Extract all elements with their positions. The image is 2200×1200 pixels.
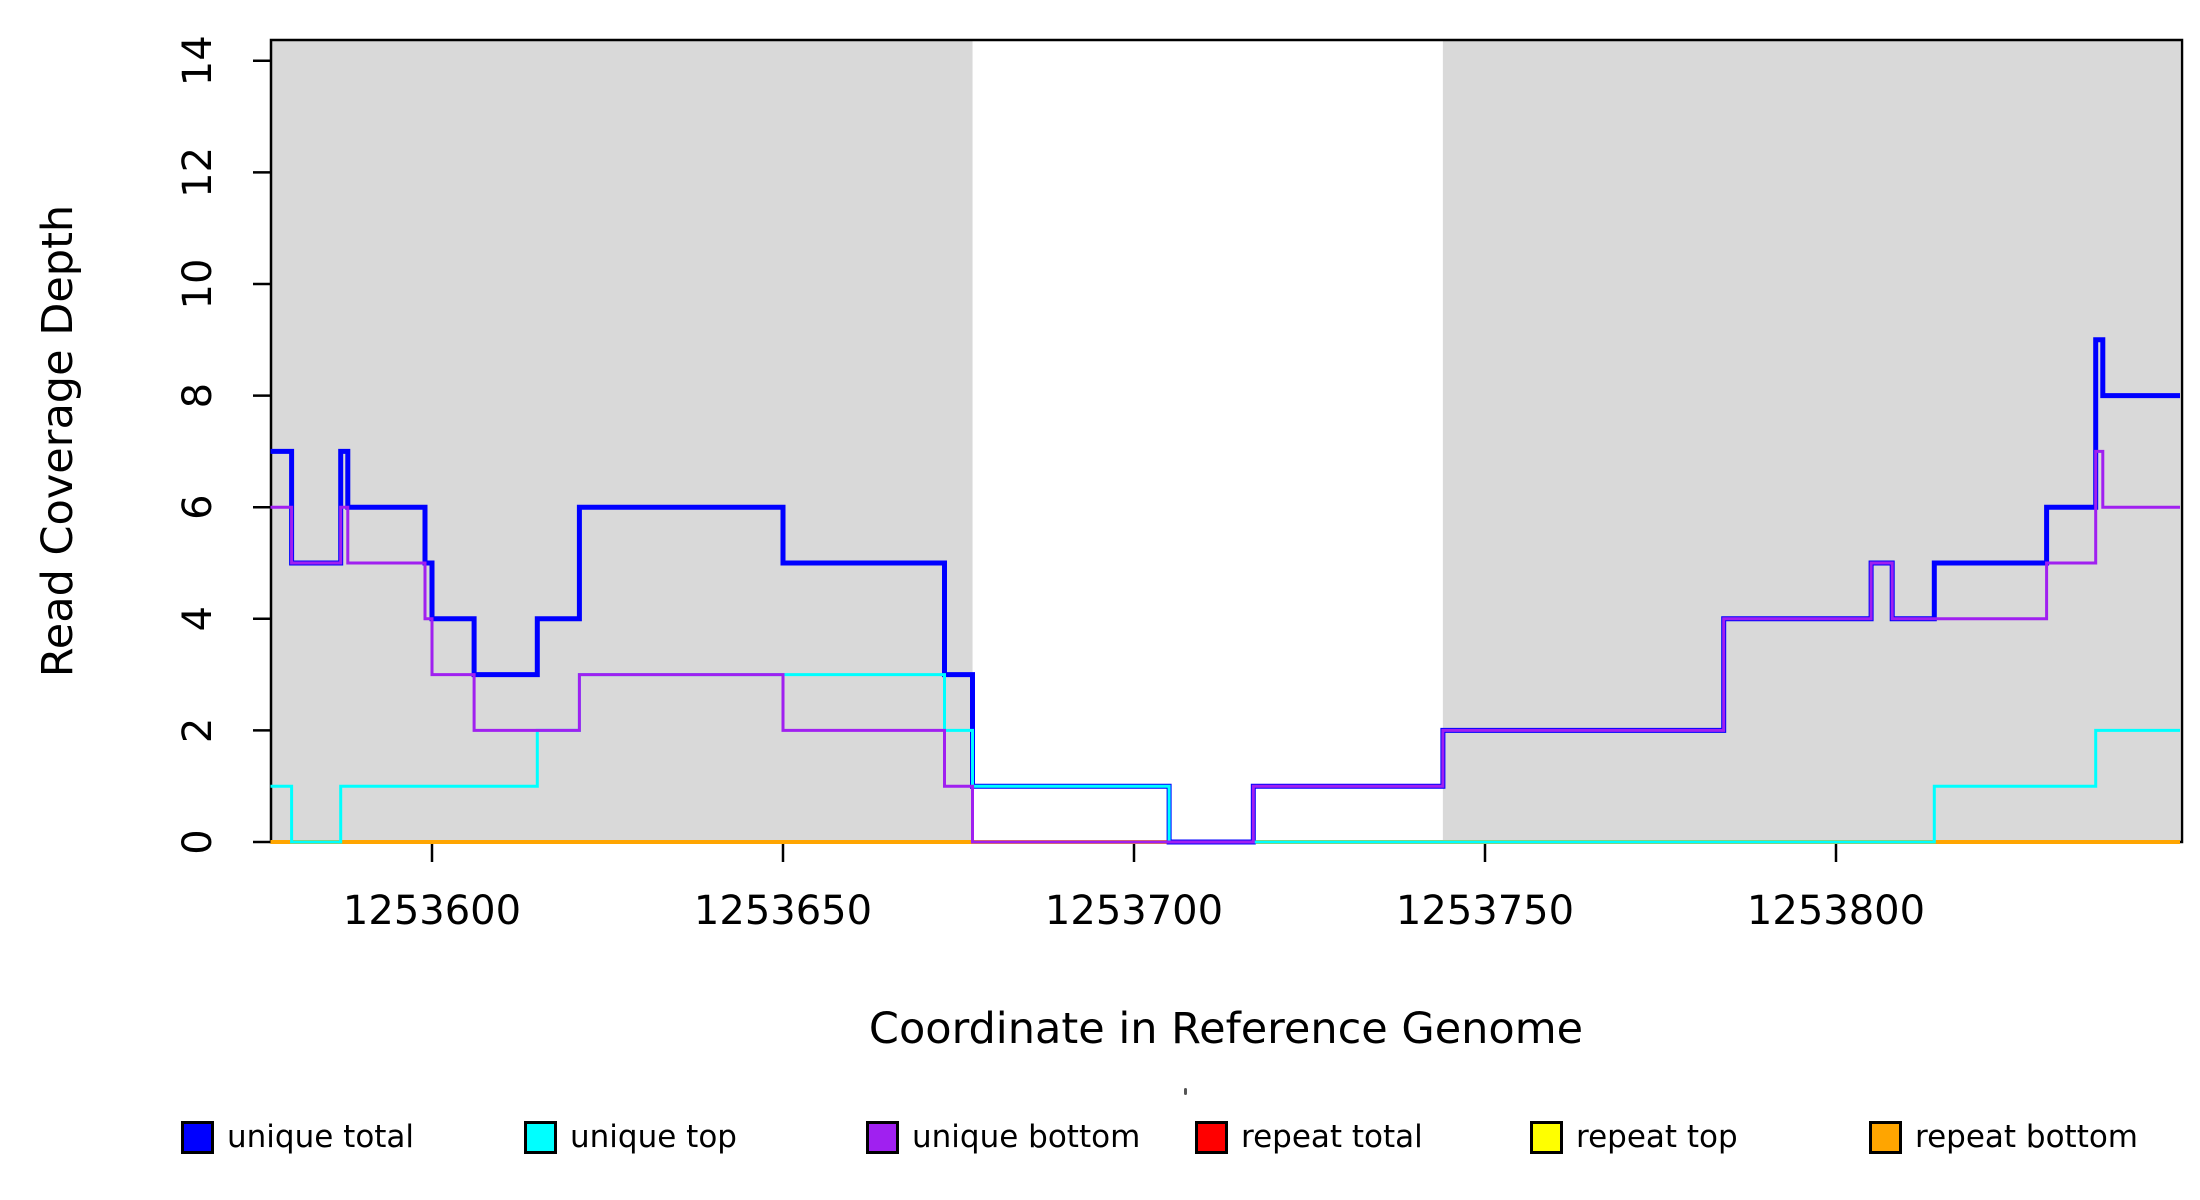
- y-axis-tick-label: 8: [175, 383, 221, 408]
- legend-label: repeat top: [1576, 1119, 1738, 1155]
- axes-layer: 1253600 1253650 1253700 1253750 1253800 0 2 4 6 8…: [175, 35, 2184, 934]
- shaded-regions-layer: [270, 40, 2180, 842]
- y-axis-title: Read Coverage Depth: [33, 205, 83, 677]
- legend-swatch-icon: [1869, 1121, 1902, 1154]
- legend-swatch-icon: [866, 1121, 899, 1154]
- y-axis-tick-label: 0: [175, 829, 221, 854]
- legend-label: unique top: [570, 1119, 737, 1155]
- legend-swatch-icon: [1195, 1121, 1228, 1154]
- legend-swatch-icon: [524, 1121, 557, 1154]
- x-axis-tick-label: 1253700: [1045, 888, 1223, 934]
- x-axis-title: Coordinate in Reference Genome: [869, 1004, 1583, 1054]
- y-axis-tick-label: 4: [175, 606, 221, 631]
- x-axis-tick-label: 1253800: [1747, 888, 1925, 934]
- y-axis-tick-label: 10: [175, 259, 221, 310]
- legend-label: repeat bottom: [1915, 1119, 2139, 1155]
- legend-label: unique bottom: [912, 1119, 1141, 1155]
- series-line-unique-top: [270, 673, 2180, 844]
- legend-label: unique total: [227, 1119, 415, 1155]
- x-axis-tick-label: 1253750: [1396, 888, 1574, 934]
- legend: unique total unique top unique bottom repea…: [0, 0, 2200, 1155]
- legend-label: repeat total: [1241, 1119, 1423, 1155]
- y-axis-tick-label: 12: [175, 147, 221, 198]
- y-axis-tick-label: 6: [175, 494, 221, 519]
- y-axis-tick-label: 14: [175, 35, 221, 86]
- y-axis-tick-label: 2: [175, 718, 221, 743]
- shaded-region: [1442, 40, 2180, 842]
- legend-swatch-icon: [1530, 1121, 1563, 1154]
- legend-swatch-icon: [181, 1121, 214, 1154]
- x-axis-tick-label: 1253600: [343, 888, 521, 934]
- x-axis-tick-label: 1253650: [694, 888, 872, 934]
- stray-mark: [1184, 1088, 1187, 1095]
- series-layer: [270, 337, 2180, 845]
- series-line-unique-bottom: [270, 449, 2180, 844]
- shaded-region: [270, 40, 973, 842]
